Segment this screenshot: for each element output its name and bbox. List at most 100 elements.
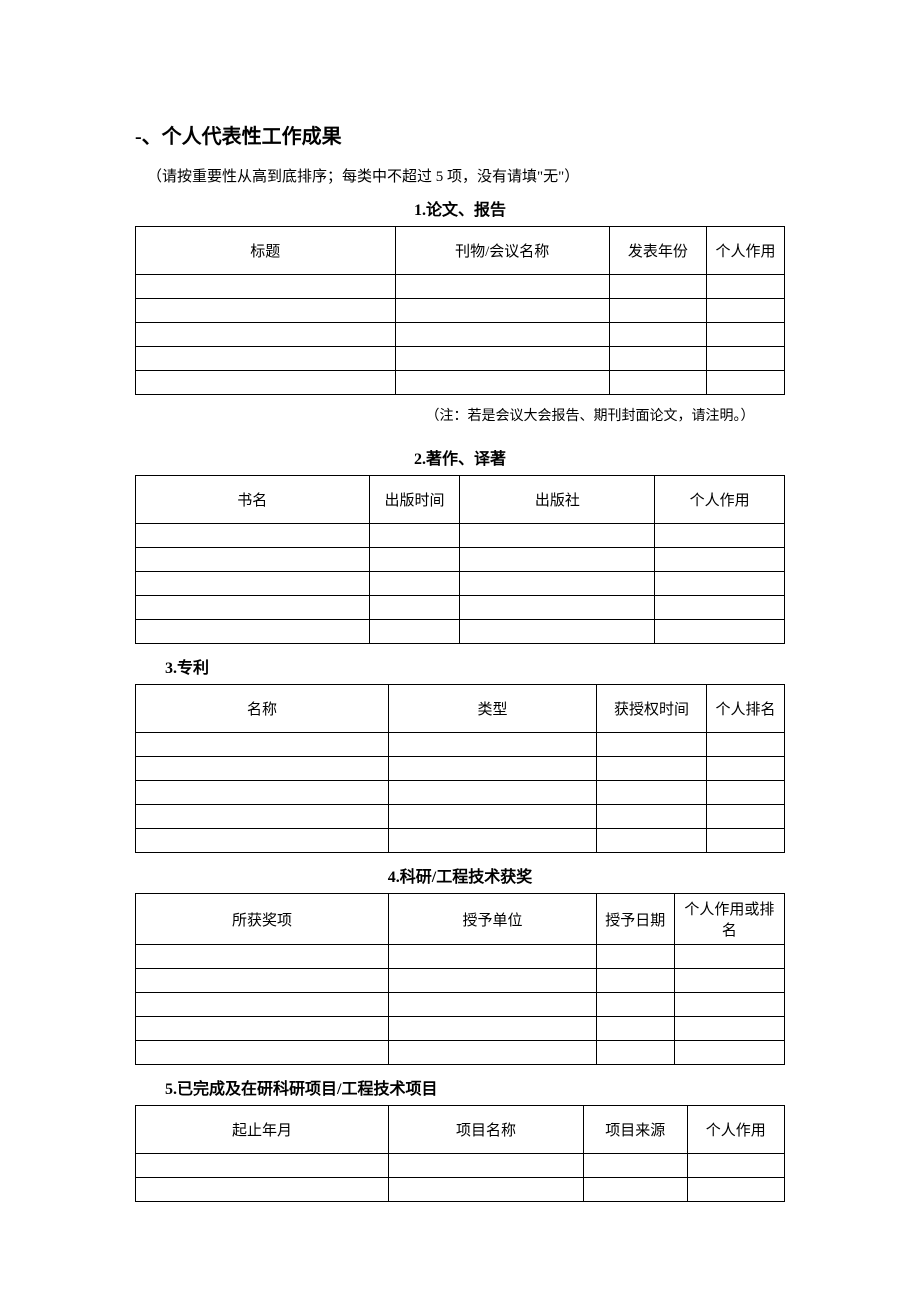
table-cell[interactable] (395, 299, 609, 323)
table-cell[interactable] (136, 829, 389, 853)
section4-number: 4. (388, 869, 400, 886)
table-cell[interactable] (389, 945, 597, 969)
table-row (136, 1154, 785, 1178)
table-cell[interactable] (136, 275, 396, 299)
table-cell[interactable] (136, 299, 396, 323)
table-cell[interactable] (389, 1154, 584, 1178)
table-cell[interactable] (389, 757, 597, 781)
table-cell[interactable] (136, 347, 396, 371)
table-cell[interactable] (136, 945, 389, 969)
table-cell[interactable] (460, 620, 655, 644)
table-cell[interactable] (674, 969, 784, 993)
table-cell[interactable] (369, 548, 460, 572)
table-cell[interactable] (707, 371, 785, 395)
table-cell[interactable] (136, 805, 389, 829)
table-cell[interactable] (707, 805, 785, 829)
table-cell[interactable] (707, 299, 785, 323)
table-cell[interactable] (707, 323, 785, 347)
table-header: 个人作用 (707, 227, 785, 275)
table-cell[interactable] (583, 1178, 687, 1202)
table-cell[interactable] (369, 524, 460, 548)
table-cell[interactable] (707, 275, 785, 299)
table-cell[interactable] (389, 805, 597, 829)
table-cell[interactable] (460, 572, 655, 596)
table-cell[interactable] (609, 347, 706, 371)
table-cell[interactable] (707, 829, 785, 853)
table-cell[interactable] (460, 548, 655, 572)
table-cell[interactable] (596, 1041, 674, 1065)
table-patents: 名称 类型 获授权时间 个人排名 (135, 684, 785, 853)
table-cell[interactable] (596, 757, 706, 781)
table-cell[interactable] (596, 829, 706, 853)
table-cell[interactable] (389, 1017, 597, 1041)
table-cell[interactable] (136, 620, 370, 644)
table-cell[interactable] (687, 1154, 784, 1178)
table-cell[interactable] (136, 1017, 389, 1041)
table-cell[interactable] (136, 993, 389, 1017)
table-cell[interactable] (395, 275, 609, 299)
table-cell[interactable] (136, 757, 389, 781)
table-cell[interactable] (389, 1041, 597, 1065)
table-header: 个人排名 (707, 685, 785, 733)
table-cell[interactable] (655, 596, 785, 620)
table-cell[interactable] (136, 572, 370, 596)
table-cell[interactable] (707, 733, 785, 757)
table-cell[interactable] (596, 781, 706, 805)
table-cell[interactable] (136, 323, 396, 347)
table-cell[interactable] (395, 371, 609, 395)
table-cell[interactable] (655, 620, 785, 644)
table-cell[interactable] (609, 299, 706, 323)
table-cell[interactable] (596, 733, 706, 757)
table-cell[interactable] (136, 371, 396, 395)
table-cell[interactable] (389, 993, 597, 1017)
table-cell[interactable] (655, 572, 785, 596)
table-cell[interactable] (655, 548, 785, 572)
table-cell[interactable] (583, 1154, 687, 1178)
table-cell[interactable] (136, 1178, 389, 1202)
table-cell[interactable] (136, 733, 389, 757)
table-cell[interactable] (674, 993, 784, 1017)
table-cell[interactable] (707, 781, 785, 805)
table-cell[interactable] (136, 524, 370, 548)
section2-title-text: 著作、译著 (426, 451, 506, 468)
table-cell[interactable] (136, 781, 389, 805)
table-cell[interactable] (596, 969, 674, 993)
table-cell[interactable] (369, 596, 460, 620)
table-cell[interactable] (136, 1041, 389, 1065)
section5-title-text: 已完成及在研科研项目/工程技术项目 (177, 1081, 437, 1098)
section1-note: （注：若是会议大会报告、期刊封面论文，请注明。） (135, 405, 785, 425)
table-cell[interactable] (136, 596, 370, 620)
table-cell[interactable] (369, 572, 460, 596)
table-cell[interactable] (136, 548, 370, 572)
table-cell[interactable] (395, 347, 609, 371)
table-cell[interactable] (136, 969, 389, 993)
table-cell[interactable] (395, 323, 609, 347)
table-cell[interactable] (707, 347, 785, 371)
table-cell[interactable] (460, 596, 655, 620)
table-cell[interactable] (655, 524, 785, 548)
section5-title: 5.已完成及在研科研项目/工程技术项目 (135, 1075, 785, 1099)
table-cell[interactable] (674, 1017, 784, 1041)
table-cell[interactable] (596, 805, 706, 829)
table-cell[interactable] (596, 945, 674, 969)
table-cell[interactable] (596, 993, 674, 1017)
table-cell[interactable] (136, 1154, 389, 1178)
table-cell[interactable] (389, 1178, 584, 1202)
table-cell[interactable] (460, 524, 655, 548)
table-header: 起止年月 (136, 1106, 389, 1154)
table-cell[interactable] (674, 945, 784, 969)
table-cell[interactable] (389, 969, 597, 993)
table-cell[interactable] (674, 1041, 784, 1065)
table-cell[interactable] (596, 1017, 674, 1041)
table-cell[interactable] (389, 733, 597, 757)
table-cell[interactable] (609, 275, 706, 299)
table-cell[interactable] (609, 323, 706, 347)
table-cell[interactable] (609, 371, 706, 395)
section3-title: 3.专利 (135, 654, 785, 678)
table-row (136, 323, 785, 347)
table-cell[interactable] (389, 829, 597, 853)
table-cell[interactable] (687, 1178, 784, 1202)
table-cell[interactable] (707, 757, 785, 781)
table-cell[interactable] (389, 781, 597, 805)
table-cell[interactable] (369, 620, 460, 644)
